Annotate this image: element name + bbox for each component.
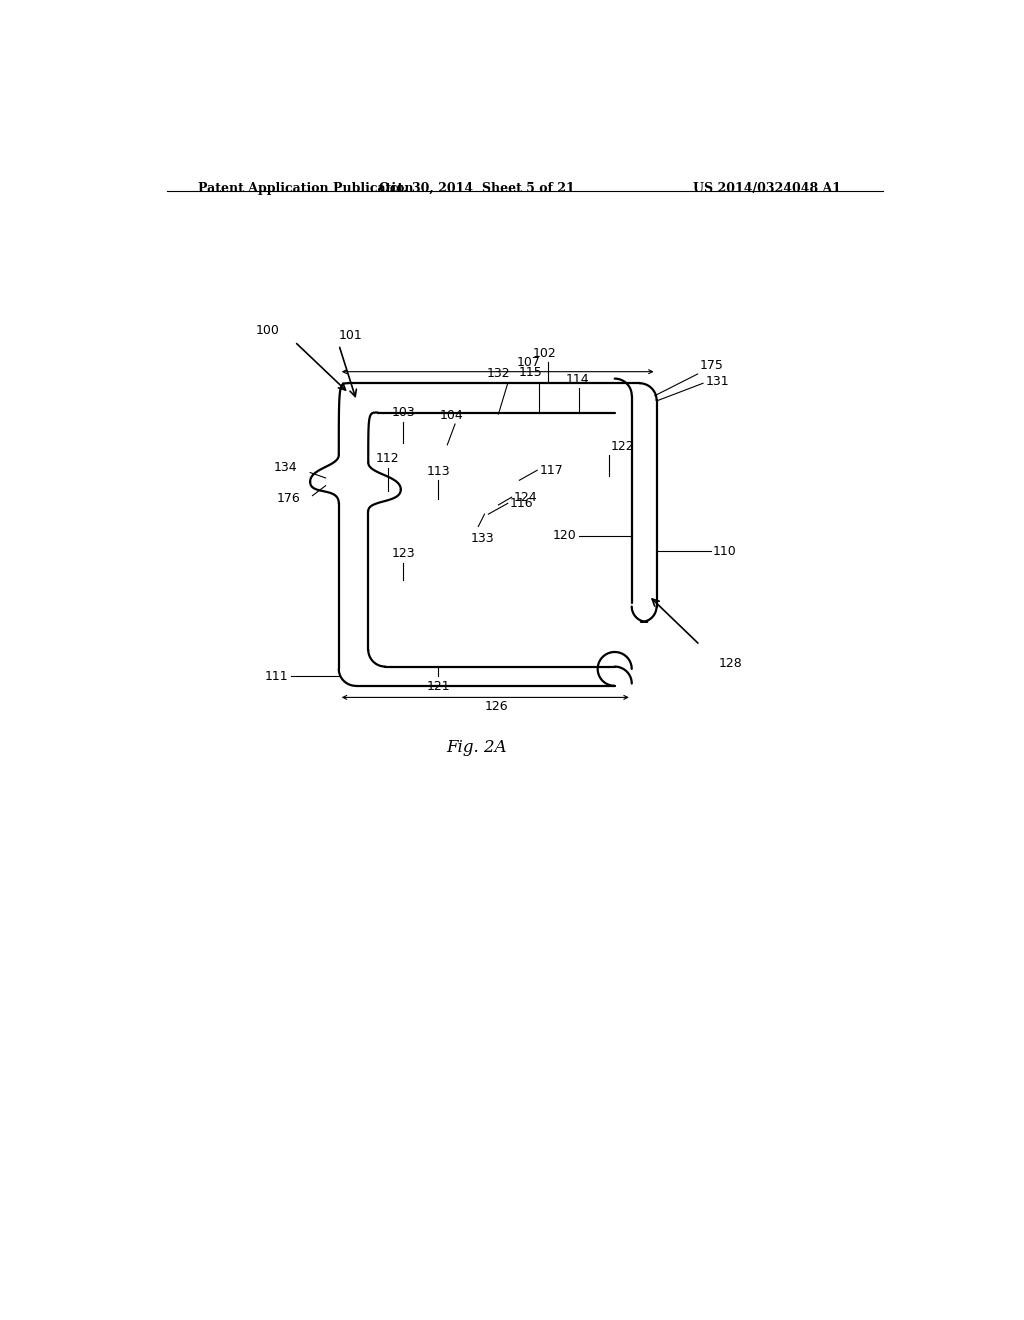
Text: Patent Application Publication: Patent Application Publication: [198, 182, 414, 194]
Text: 113: 113: [426, 465, 450, 478]
Text: Oct. 30, 2014  Sheet 5 of 21: Oct. 30, 2014 Sheet 5 of 21: [379, 182, 574, 194]
Text: 116: 116: [510, 496, 534, 510]
Text: 176: 176: [276, 492, 300, 506]
Text: 112: 112: [376, 451, 399, 465]
Text: 114: 114: [565, 372, 590, 385]
Text: 117: 117: [540, 463, 563, 477]
Text: 132: 132: [486, 367, 510, 380]
Text: 131: 131: [706, 375, 729, 388]
Text: 126: 126: [485, 701, 509, 714]
Text: US 2014/0324048 A1: US 2014/0324048 A1: [693, 182, 841, 194]
Text: 103: 103: [391, 405, 415, 418]
Text: 121: 121: [426, 681, 450, 693]
Text: 101: 101: [339, 329, 362, 342]
Text: 115: 115: [519, 367, 543, 379]
Text: 122: 122: [611, 440, 635, 453]
Text: 107: 107: [517, 355, 541, 368]
Text: 102: 102: [534, 347, 557, 360]
Text: Fig. 2A: Fig. 2A: [446, 739, 507, 756]
Text: 123: 123: [391, 548, 415, 561]
Text: 124: 124: [514, 491, 538, 504]
Text: 100: 100: [255, 323, 280, 337]
Text: 110: 110: [713, 545, 737, 557]
Text: 120: 120: [552, 529, 575, 543]
Text: 104: 104: [440, 409, 464, 422]
Text: 128: 128: [719, 657, 742, 671]
Text: 111: 111: [265, 669, 289, 682]
Text: 134: 134: [273, 462, 297, 474]
Text: 175: 175: [700, 359, 724, 372]
Text: 133: 133: [471, 532, 495, 545]
